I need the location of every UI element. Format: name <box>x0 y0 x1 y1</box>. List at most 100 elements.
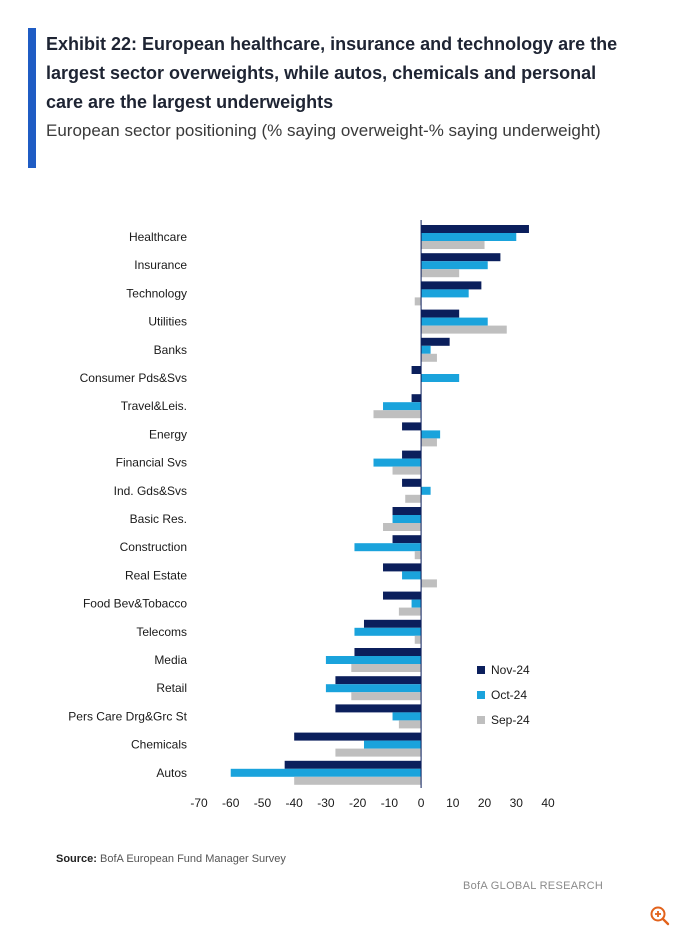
bar-sep-24 <box>392 466 422 475</box>
category-label: Travel&Leis. <box>121 399 187 413</box>
bar-nov-24 <box>421 281 482 290</box>
bar-sep-24 <box>383 523 422 531</box>
bar-sep-24 <box>414 297 422 306</box>
bar-sep-24 <box>398 720 422 729</box>
legend-swatch <box>477 666 485 674</box>
bar-oct-24 <box>392 515 422 523</box>
chart-title: Exhibit 22: European healthcare, insuran… <box>46 34 618 112</box>
legend-label: Oct-24 <box>491 688 527 702</box>
x-tick-label: 40 <box>541 796 555 810</box>
chart-subtitle: European sector positioning (% saying ov… <box>46 121 601 140</box>
bar-oct-24 <box>325 684 422 693</box>
bar-sep-24 <box>335 748 422 757</box>
bar-sep-24 <box>294 776 422 785</box>
bar-oct-24 <box>354 543 422 552</box>
bar-nov-24 <box>402 478 422 487</box>
x-tick-label: -50 <box>254 796 272 810</box>
x-tick-label: 20 <box>478 796 492 810</box>
bar-nov-24 <box>402 422 422 431</box>
bar-sep-24 <box>421 269 460 278</box>
bar-sep-24 <box>421 353 437 362</box>
category-label: Basic Res. <box>130 512 187 526</box>
bar-nov-24 <box>383 591 422 600</box>
bar-nov-24 <box>392 535 422 544</box>
bar-nov-24 <box>421 337 450 346</box>
bar-sep-24 <box>405 494 422 503</box>
bar-oct-24 <box>421 317 488 326</box>
x-tick-label: 30 <box>510 796 524 810</box>
category-label: Financial Svs <box>116 456 187 470</box>
bar-sep-24 <box>373 410 422 419</box>
category-label: Insurance <box>134 258 187 272</box>
source-label: Source: <box>56 853 97 865</box>
bar-oct-24 <box>325 656 422 664</box>
bar-nov-24 <box>411 394 422 403</box>
bar-oct-24 <box>373 458 422 467</box>
legend-swatch <box>477 691 485 699</box>
bar-oct-24 <box>411 599 422 608</box>
zoom-in-icon[interactable] <box>648 904 672 928</box>
bar-sep-24 <box>398 607 422 616</box>
bar-oct-24 <box>421 430 441 439</box>
bar-nov-24 <box>294 732 422 741</box>
bar-sep-24 <box>421 579 437 588</box>
source-note: Source: BofA European Fund Manager Surve… <box>56 853 286 865</box>
x-tick-label: -60 <box>222 796 240 810</box>
bar-oct-24 <box>363 740 422 749</box>
category-label: Ind. Gds&Svs <box>114 484 187 498</box>
bar-nov-24 <box>284 760 422 769</box>
bars-group <box>230 225 529 785</box>
bar-sep-24 <box>421 241 485 249</box>
x-tick-label: 0 <box>418 796 425 810</box>
source-text: BofA European Fund Manager Survey <box>100 853 286 865</box>
category-label: Healthcare <box>129 230 187 244</box>
bar-nov-24 <box>392 507 422 515</box>
bar-sep-24 <box>351 692 422 701</box>
x-tick-label: -10 <box>381 796 399 810</box>
bar-sep-24 <box>421 438 437 447</box>
category-label: Utilities <box>148 315 187 329</box>
legend-swatch <box>477 716 485 724</box>
category-label: Pers Care Drg&Grc St <box>68 709 187 723</box>
bar-nov-24 <box>383 563 422 572</box>
bar-nov-24 <box>421 253 501 262</box>
bar-nov-24 <box>335 676 422 685</box>
bar-nov-24 <box>411 366 422 374</box>
x-tick-label: -30 <box>317 796 335 810</box>
x-tick-label: -40 <box>286 796 304 810</box>
bar-sep-24 <box>421 325 507 334</box>
bar-oct-24 <box>421 374 460 382</box>
x-tick-label: 10 <box>446 796 460 810</box>
bar-nov-24 <box>363 619 422 628</box>
bar-sep-24 <box>351 664 422 672</box>
bar-nov-24 <box>421 225 529 233</box>
category-label: Retail <box>156 681 187 695</box>
category-label: Real Estate <box>125 568 187 582</box>
category-label: Construction <box>120 540 187 554</box>
category-label: Banks <box>154 343 187 357</box>
category-label: Chemicals <box>131 738 187 752</box>
x-tick-label: -70 <box>190 796 208 810</box>
bar-nov-24 <box>402 450 422 459</box>
bar-oct-24 <box>421 486 431 495</box>
legend-label: Nov-24 <box>491 663 530 677</box>
bar-oct-24 <box>230 768 422 777</box>
category-labels: Healthcare Insurance Technology Utilities Ba… <box>68 230 187 780</box>
bar-nov-24 <box>335 704 422 713</box>
legend-label: Sep-24 <box>491 713 530 727</box>
bar-oct-24 <box>421 233 517 241</box>
bar-oct-24 <box>392 712 422 721</box>
bar-oct-24 <box>402 571 422 580</box>
bar-oct-24 <box>421 345 431 354</box>
x-tick-label: -20 <box>349 796 367 810</box>
bar-sep-24 <box>414 551 422 560</box>
category-label: Autos <box>156 766 187 780</box>
bar-oct-24 <box>421 261 488 270</box>
category-label: Media <box>154 653 187 667</box>
bar-nov-24 <box>354 648 422 656</box>
bar-nov-24 <box>421 309 460 318</box>
bar-oct-24 <box>383 402 422 411</box>
brand-label: BofA GLOBAL RESEARCH <box>463 880 604 892</box>
category-label: Food Bev&Tobacco <box>83 597 187 611</box>
